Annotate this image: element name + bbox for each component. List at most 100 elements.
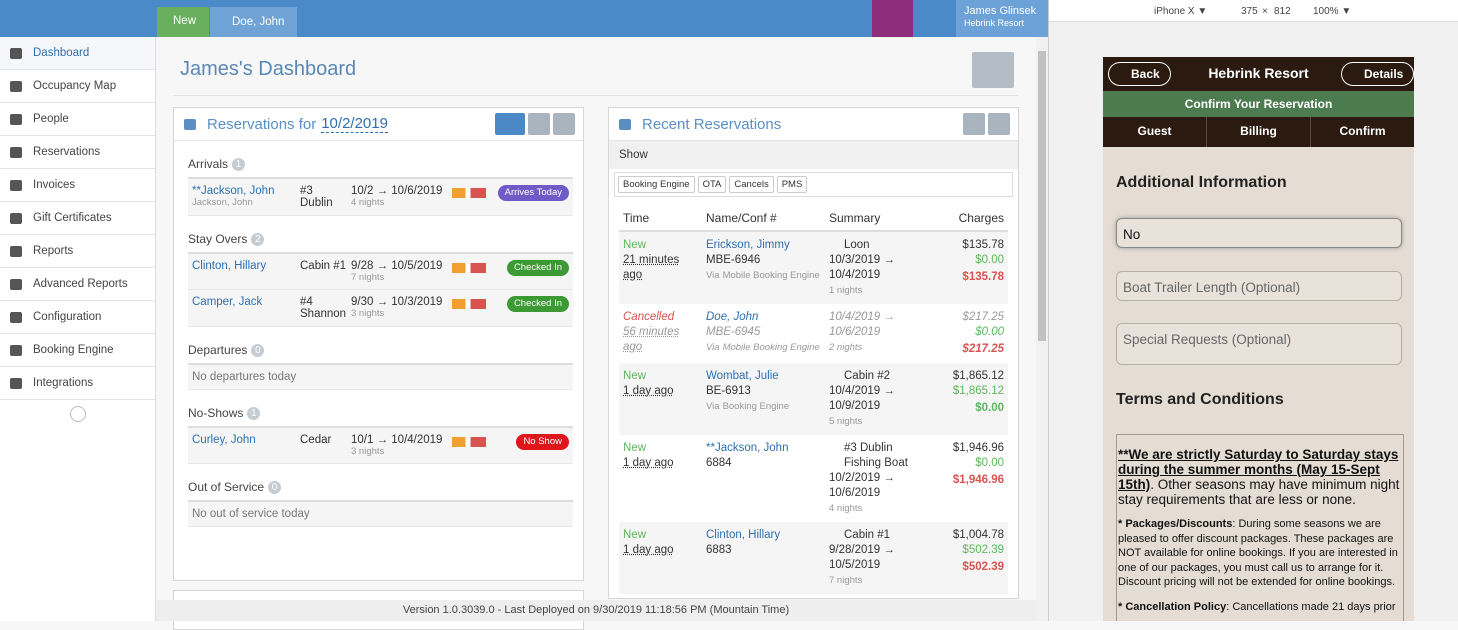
device-select[interactable]: iPhone X ▼ <box>1154 6 1208 17</box>
charge: $1,865.12 <box>952 385 1004 397</box>
sidebar-label: People <box>33 113 69 125</box>
conf-number: MBE-6946 <box>706 254 761 266</box>
filter-chip[interactable]: Cancels <box>729 176 774 193</box>
sidebar-item[interactable]: Reports <box>0 235 155 268</box>
conf-number: MBE-6945 <box>706 326 761 338</box>
sidebar-item[interactable]: Configuration <box>0 301 155 334</box>
status: New <box>623 529 647 541</box>
table-header: Time Name/Conf # Summary Charges <box>619 211 1008 232</box>
filter-input[interactable]: Booking Engine OTA Cancels PMS <box>614 172 1013 197</box>
guest-link[interactable]: Curley, John <box>192 434 256 446</box>
settings-button[interactable] <box>972 52 1014 88</box>
source-name: Mobile Booking Engine <box>722 342 820 353</box>
conf-number: 6883 <box>706 544 732 556</box>
sidebar-item[interactable]: Advanced Reports <box>0 268 155 301</box>
sidebar-item[interactable]: Dashboard <box>0 37 155 70</box>
source: Via Booking Engine <box>706 399 829 414</box>
sidebar-item[interactable]: Booking Engine <box>0 334 155 367</box>
summary-cell: 10/4/2019 → 10/6/2019 2 nights <box>829 310 939 357</box>
charge: $135.78 <box>962 271 1004 283</box>
section-title: Additional Information <box>1116 174 1287 191</box>
terms-box: **We are strictly Saturday to Saturday s… <box>1116 434 1404 621</box>
via: Via <box>706 401 720 412</box>
panel-header: Reservations for 10/2/2019 <box>174 108 583 141</box>
guest-sub: Jackson, John <box>192 197 253 208</box>
table-body: New 21 minutes ago Erickson, Jimmy MBE-6946… <box>619 232 1008 594</box>
sidebar-item[interactable]: People <box>0 103 155 136</box>
room: Cabin #1 <box>300 260 347 272</box>
open-tab[interactable]: Doe, John <box>210 7 297 37</box>
footer: Version 1.0.3039.0 - Last Deployed on 9/… <box>156 600 1036 621</box>
help[interactable] <box>914 0 955 37</box>
conf-number: 6884 <box>706 457 732 469</box>
status-badge: Checked In <box>506 296 569 312</box>
dashboard-title: James's Dashboard <box>180 58 357 80</box>
step-tab[interactable]: Guest <box>1137 124 1172 138</box>
name-cell: Wombat, Julie BE-6913 Via Booking Engine <box>706 369 829 429</box>
charge: $0.00 <box>975 402 1004 414</box>
guest-link[interactable]: Doe, John <box>706 311 759 323</box>
print-button[interactable] <box>528 113 550 135</box>
panel-date[interactable]: 10/2/2019 <box>321 115 388 133</box>
count-badge: 1 <box>232 157 246 171</box>
additional-input[interactable]: No <box>1116 218 1402 248</box>
filter-chip[interactable]: OTA <box>697 176 727 193</box>
back-button[interactable]: Back <box>1108 62 1171 86</box>
dates-cell: 10/1 → 10/4/2019 3 nights <box>347 434 452 457</box>
guest-link[interactable]: **Jackson, John <box>192 185 275 197</box>
special-requests-input[interactable]: Special Requests (Optional) <box>1116 323 1402 365</box>
charges-cell: $1,865.12 $1,865.12 $0.00 <box>953 369 1004 429</box>
sidebar-item[interactable]: Integrations <box>0 367 155 400</box>
icon <box>10 113 22 125</box>
section: Out of Service 0 No out of service today <box>188 464 573 527</box>
sidebar-item[interactable]: Invoices <box>0 169 155 202</box>
refresh-button[interactable] <box>988 113 1010 135</box>
guest-link[interactable]: Wombat, Julie <box>706 370 779 382</box>
icon <box>10 344 22 356</box>
nights: 7 nights <box>351 272 385 283</box>
sidebar-label: Configuration <box>33 311 102 323</box>
icon <box>10 245 22 257</box>
tag-icons <box>452 299 486 309</box>
guest-link[interactable]: Clinton, Hillary <box>192 260 267 272</box>
filter-chip[interactable]: Booking Engine <box>618 176 695 193</box>
step-tab[interactable]: Confirm <box>1310 117 1414 147</box>
header-buttons <box>492 113 575 135</box>
dates: 9/30 → 10/3/2019 <box>351 296 443 308</box>
zoom-select[interactable]: 100% ▼ <box>1313 6 1352 17</box>
nights: 3 nights <box>351 446 385 457</box>
charge: $1,004.78 <box>952 529 1004 541</box>
section-name: Stay Overs <box>188 232 248 246</box>
device-height[interactable]: 812 <box>1274 6 1291 17</box>
guest-cell: Curley, John <box>192 434 292 457</box>
device-width[interactable]: 375 <box>1241 6 1258 17</box>
terms-text: : Cancellations made 21 days prior <box>1226 600 1396 613</box>
guest-link[interactable]: **Jackson, John <box>706 442 789 454</box>
room: #4 Shannon <box>300 296 347 320</box>
scroll-thumb[interactable] <box>1038 51 1046 341</box>
export-button[interactable] <box>495 113 525 135</box>
sidebar-item[interactable]: Reservations <box>0 136 155 169</box>
sidebar-item[interactable]: Occupancy Map <box>0 70 155 103</box>
count-badge: 2 <box>251 232 265 246</box>
column-header: Charges <box>958 211 1004 225</box>
boat-trailer-input[interactable]: Boat Trailer Length (Optional) <box>1116 271 1402 301</box>
status: New <box>623 370 647 382</box>
step-tab[interactable]: Billing <box>1206 117 1310 147</box>
sidebar-item[interactable]: Gift Certificates <box>0 202 155 235</box>
print-button[interactable] <box>963 113 985 135</box>
filter-chip[interactable]: PMS <box>776 176 808 193</box>
collapse-button[interactable] <box>69 406 86 422</box>
guest-link[interactable]: Camper, Jack <box>192 296 263 308</box>
details-button[interactable]: Details <box>1341 62 1414 86</box>
column-header: Summary <box>829 211 881 225</box>
notifications[interactable] <box>872 0 913 37</box>
guest-link[interactable]: Erickson, Jimmy <box>706 239 790 251</box>
new-button[interactable]: New <box>157 7 209 37</box>
section-title: Arrivals 1 <box>188 157 573 179</box>
nights: 4 nights <box>829 503 863 514</box>
refresh-button[interactable] <box>553 113 575 135</box>
guest-link[interactable]: Clinton, Hillary <box>706 529 781 541</box>
user-menu[interactable]: James Glinsek Hebrink Resort <box>956 0 1048 37</box>
